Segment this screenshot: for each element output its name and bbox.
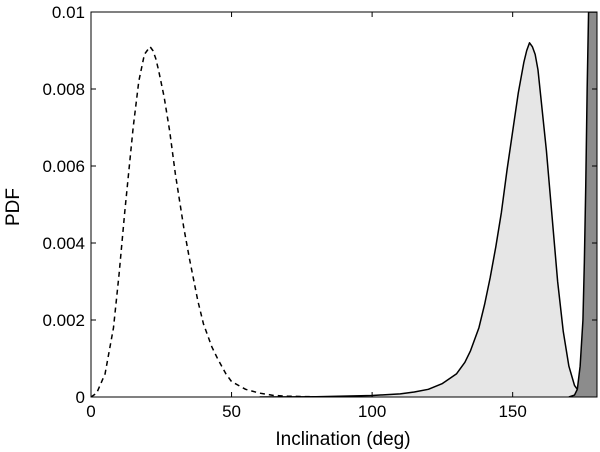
y-tick-label: 0.006	[42, 157, 85, 176]
x-tick-label: 0	[86, 402, 95, 421]
y-tick-label: 0	[76, 388, 85, 407]
y-tick-label: 0.002	[42, 311, 85, 330]
x-tick-label: 50	[222, 402, 241, 421]
x-axis-label: Inclination (deg)	[275, 429, 410, 450]
y-tick-label: 0.008	[42, 80, 85, 99]
plot-area	[91, 12, 597, 397]
series-1-line	[91, 45, 373, 397]
plot-frame	[90, 11, 598, 398]
x-tick-label: 150	[498, 402, 526, 421]
series-2-area	[259, 42, 597, 397]
y-tick-label: 0.01	[52, 3, 85, 22]
series-3-area	[568, 12, 597, 397]
x-tick-label: 100	[358, 402, 386, 421]
y-tick-label: 0.004	[42, 234, 85, 253]
series-3-line	[568, 12, 597, 397]
y-axis-label: PDF	[3, 188, 24, 226]
series-2-line	[259, 42, 597, 397]
axes: 0 50 100 150 0 0.002 0.004 0.006 0.008 0.01	[42, 3, 598, 421]
